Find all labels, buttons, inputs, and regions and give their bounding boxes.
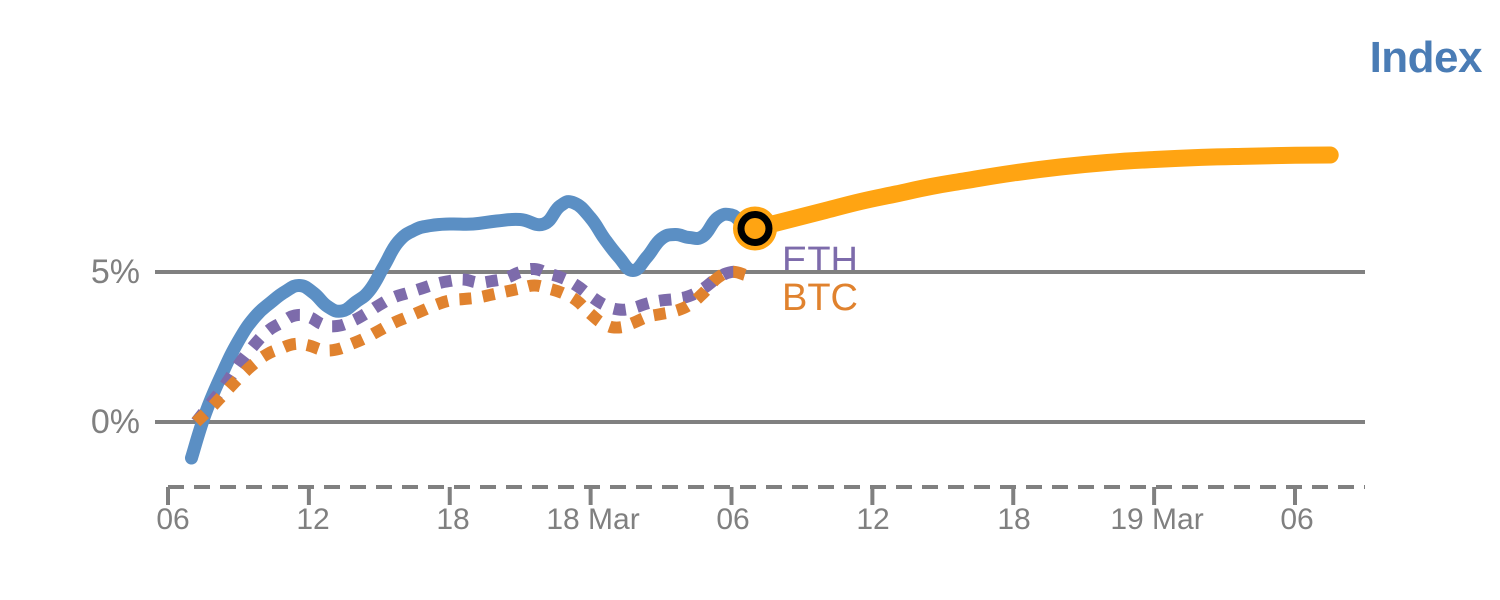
marker-ring — [737, 211, 773, 246]
x-axis-group — [166, 485, 1365, 505]
x-axis-tick-label: 18 — [436, 503, 470, 536]
x-axis-tick-label: 12 — [296, 503, 330, 536]
series-line-eth — [191, 262, 747, 426]
x-axis-tick-label: 06 — [716, 503, 750, 536]
series-group — [184, 146, 1339, 465]
x-axis-tick-label: 18 — [997, 503, 1031, 536]
page-title: Index — [1369, 33, 1483, 82]
series-line-index — [184, 195, 762, 465]
y-axis-tick-label-0: 0% — [90, 403, 140, 441]
x-axis-tick-label: 06 — [156, 503, 190, 536]
x-axis-tick-label: 18 Mar — [546, 503, 640, 536]
series-line-forecast — [746, 146, 1339, 237]
series-line-btc — [192, 265, 748, 427]
x-axis-tick-label: 06 — [1280, 503, 1314, 536]
x-axis-tick-label: 19 Mar — [1110, 503, 1204, 536]
legend-item-btc: BTC — [782, 277, 858, 319]
current-point-marker — [732, 206, 777, 251]
y-axis-tick-label-5: 5% — [90, 253, 140, 291]
gridlines-group — [155, 270, 1365, 424]
x-axis-tick-label: 12 — [856, 503, 890, 536]
